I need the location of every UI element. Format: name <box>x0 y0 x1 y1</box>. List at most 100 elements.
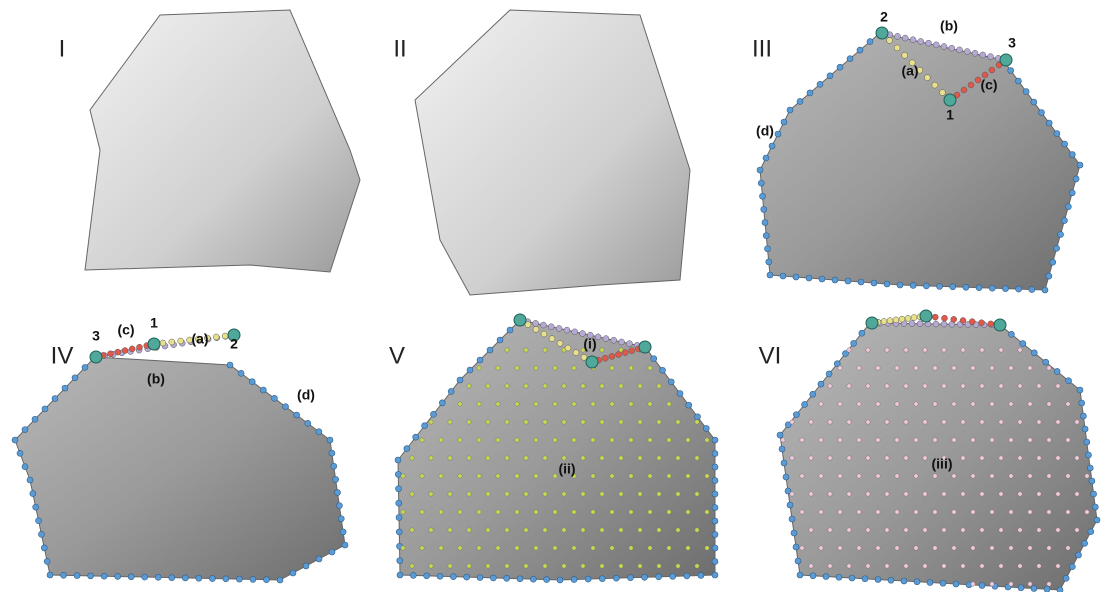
curve-point <box>136 344 143 351</box>
surface-point <box>485 383 491 389</box>
surface-point <box>609 509 615 515</box>
outline-point <box>447 388 455 395</box>
surface-point <box>865 527 871 533</box>
surface-point <box>656 527 662 533</box>
outline-point <box>778 445 786 453</box>
surface-point <box>666 545 672 551</box>
surface-point <box>903 347 909 353</box>
surface-point <box>998 347 1004 353</box>
surface-point <box>846 419 852 425</box>
outline-point <box>711 544 719 552</box>
surface-point <box>1046 437 1052 443</box>
surface-point <box>419 545 425 551</box>
outline-point <box>87 572 94 580</box>
outline-point <box>786 106 794 114</box>
surface-point <box>656 455 662 461</box>
outline-point <box>32 503 40 511</box>
surface-point <box>1084 509 1090 515</box>
surface-point <box>865 347 871 353</box>
outline-point <box>711 558 719 565</box>
outline-point <box>711 450 719 457</box>
outline-point <box>822 573 830 580</box>
outline-point <box>570 576 578 583</box>
curve-point <box>940 43 948 50</box>
surface-point <box>875 545 881 551</box>
surface-point <box>922 455 928 461</box>
surface-point <box>799 437 805 443</box>
outline-point <box>328 449 336 457</box>
surface-point <box>1046 365 1052 371</box>
surface-point <box>504 563 510 569</box>
curve-point <box>916 320 924 327</box>
outline-point <box>900 577 908 585</box>
surface-point <box>913 401 919 407</box>
surface-point <box>618 455 624 461</box>
surface-point <box>875 365 881 371</box>
curve-point <box>908 59 916 67</box>
surface-point <box>1017 347 1023 353</box>
surface-point <box>485 527 491 533</box>
outline-point <box>248 378 256 385</box>
surface-point <box>476 473 482 479</box>
surface-point <box>1027 365 1033 371</box>
surface-point <box>884 347 890 353</box>
surface-point <box>1027 401 1033 407</box>
surface-point <box>846 383 852 389</box>
surface-point <box>979 383 985 389</box>
surface-point <box>571 509 577 515</box>
panel-label: II <box>393 35 406 62</box>
outline-point <box>779 272 787 280</box>
outline-point <box>1083 438 1091 446</box>
surface-point <box>409 563 415 569</box>
surface-point <box>514 437 520 443</box>
surface-point <box>1046 473 1052 479</box>
curve-point <box>540 330 548 338</box>
outline-point <box>825 370 833 378</box>
outline-point <box>403 445 411 452</box>
outline-point <box>60 571 67 579</box>
outline-point <box>1045 119 1053 127</box>
curve-point <box>602 335 610 342</box>
outline-point <box>774 130 782 138</box>
curve-point <box>880 318 888 325</box>
surface-point <box>552 509 558 515</box>
curve-point <box>587 331 594 339</box>
outline-point <box>236 575 243 583</box>
surface-point <box>932 365 938 371</box>
surface-point <box>438 545 444 551</box>
surface-point <box>428 563 434 569</box>
surface-point <box>818 437 824 443</box>
outline-point <box>975 284 983 292</box>
surface-point <box>989 401 995 407</box>
surface-point <box>837 437 843 443</box>
curve-point <box>579 330 586 337</box>
surface-point <box>913 473 919 479</box>
outline-point <box>842 350 849 357</box>
outline-point <box>396 571 404 579</box>
outline-point <box>760 206 768 213</box>
outline-point <box>1076 161 1084 169</box>
surface-point <box>1084 473 1090 479</box>
outline-point <box>697 572 705 579</box>
outline-point <box>1043 585 1051 592</box>
curve-point <box>956 46 963 54</box>
outline-point <box>395 528 403 536</box>
outline-point <box>835 573 843 581</box>
surface-point <box>865 419 871 425</box>
outline-point <box>506 326 514 334</box>
surface-point <box>409 527 415 533</box>
surface-point <box>675 527 681 533</box>
curve-point <box>564 344 572 352</box>
outline-point <box>598 575 606 582</box>
surface-point <box>542 419 548 425</box>
landmark <box>943 93 957 107</box>
outline-point <box>466 366 474 374</box>
surface-point <box>685 473 691 479</box>
surface-point <box>827 383 833 389</box>
curve-point <box>916 66 924 74</box>
surface-point <box>694 491 700 497</box>
outline-point <box>850 340 857 347</box>
surface-point <box>609 473 615 479</box>
surface-point <box>960 383 966 389</box>
outline-point <box>81 364 89 371</box>
